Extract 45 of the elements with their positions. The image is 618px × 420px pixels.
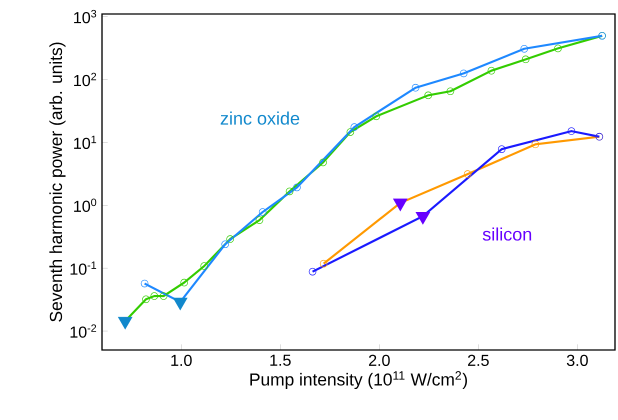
y-tick-label: 10$^{-2}$ bbox=[70, 324, 96, 338]
point bbox=[140, 280, 148, 288]
point bbox=[464, 170, 472, 178]
point bbox=[319, 158, 327, 166]
y-tick-label: 10$^{2}$ bbox=[74, 72, 96, 86]
point bbox=[258, 208, 266, 216]
point bbox=[346, 128, 354, 136]
point bbox=[200, 262, 208, 270]
point bbox=[446, 87, 454, 96]
y-axis-title: Seventh harmonic power (arb. units) bbox=[49, 42, 66, 322]
x-tick-label: 2.5 bbox=[468, 354, 489, 366]
point bbox=[226, 235, 234, 243]
y-tick-label: 10$^{-1}$ bbox=[70, 262, 96, 275]
x-tick-label: 3.0 bbox=[566, 354, 588, 366]
point bbox=[350, 123, 358, 131]
point bbox=[142, 295, 150, 304]
point bbox=[460, 70, 468, 78]
point bbox=[293, 184, 301, 192]
point bbox=[522, 56, 530, 64]
point bbox=[308, 268, 316, 276]
point bbox=[256, 216, 264, 224]
point bbox=[221, 240, 230, 248]
point bbox=[160, 292, 168, 300]
point bbox=[498, 145, 506, 153]
point bbox=[520, 44, 528, 53]
x-axis-title: Pump intensity (10$^{11}$ W/cm$^{2}$) bbox=[250, 371, 467, 390]
point bbox=[372, 112, 380, 120]
y-tick-label: 10$^{1}$ bbox=[74, 136, 96, 150]
point bbox=[150, 292, 158, 300]
point bbox=[568, 127, 576, 135]
point bbox=[532, 140, 540, 148]
annotation: silicon bbox=[482, 227, 532, 241]
point bbox=[320, 260, 328, 268]
point bbox=[412, 84, 420, 92]
point bbox=[488, 66, 496, 74]
point bbox=[180, 278, 188, 286]
point bbox=[554, 44, 562, 52]
point bbox=[286, 188, 294, 196]
x-tick-label: 2.0 bbox=[368, 354, 390, 366]
x-tick-label: 1.0 bbox=[171, 354, 192, 366]
point bbox=[424, 92, 432, 100]
y-tick-label: 10$^{0}$ bbox=[74, 198, 96, 212]
x-tick-label: 1.5 bbox=[270, 354, 291, 366]
y-tick-label: 10$^{3}$ bbox=[74, 10, 96, 24]
annotation: zinc oxide bbox=[220, 112, 300, 125]
